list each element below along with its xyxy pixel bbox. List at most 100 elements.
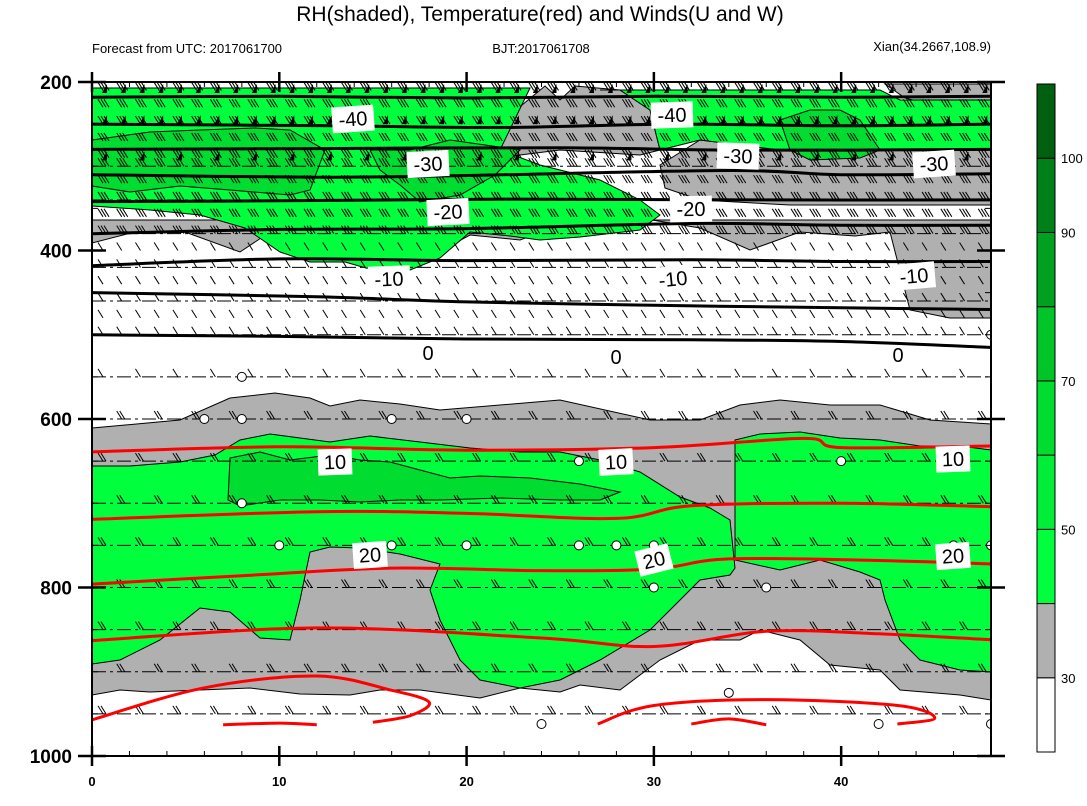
wind-barb-tick [921, 368, 928, 378]
wind-barb-tick [884, 132, 891, 142]
wind-barb-tick [943, 174, 950, 184]
wind-barb-tick [135, 242, 141, 251]
wind-pennant [102, 83, 107, 93]
wind-barb-tick [921, 292, 928, 302]
wind-barb-tick [828, 99, 834, 108]
wind-barb-tick [734, 326, 741, 336]
wind-barb-tick [665, 208, 672, 218]
wind-barb-tick [97, 537, 104, 546]
y-tick-label: 600 [40, 410, 72, 431]
wind-barb-tick [771, 174, 778, 184]
wind-barb-tick [902, 494, 909, 504]
wind-barb-tick [890, 99, 897, 108]
wind-barb-tick [606, 132, 613, 142]
wind-barb-tick [1003, 116, 1008, 124]
wind-barb-tick [191, 157, 198, 167]
wind-pennant [888, 83, 894, 93]
wind-barb-tick [737, 99, 744, 108]
wind-barb-tick [153, 149, 160, 159]
wind-barb-tick [138, 452, 144, 462]
wind-barb-tick [828, 132, 834, 142]
wind-barb-tick [777, 174, 784, 184]
wind-barb-tick [547, 452, 553, 462]
wind-barb-tick [550, 705, 556, 715]
wind-barb-tick [122, 208, 129, 218]
wind-barb-tick [565, 115, 572, 125]
wind-pennant [551, 115, 557, 125]
wind-barb-tick [665, 132, 672, 142]
wind-barb-tick [175, 705, 182, 715]
wind-barb-tick [1000, 226, 1005, 234]
wind-barb-tick [341, 132, 347, 142]
wind-barb-tick [344, 132, 350, 142]
wind-barb-tick [547, 99, 553, 108]
wind-barb-tick [828, 579, 834, 588]
wind-barb-tick [453, 309, 460, 319]
wind-barb-tick [135, 149, 141, 159]
wind-barb-tick [515, 132, 522, 142]
wind-barb-tick [212, 208, 219, 218]
wind-barb-tick [940, 132, 947, 142]
wind-pennant [701, 83, 707, 93]
contour-label-text: -20 [433, 201, 463, 224]
wind-barb-tick [771, 621, 778, 630]
wind-barb-tick [940, 326, 947, 336]
wind-barb-tick [172, 621, 179, 630]
wind-barb-tick [175, 157, 182, 167]
wind-barb-tick [303, 410, 310, 420]
wind-barb-tick [303, 275, 310, 285]
wind-barb-tick [284, 368, 291, 378]
wind-barb-tick [266, 579, 272, 588]
wind-barb-tick [534, 174, 541, 184]
wind-pennant [926, 83, 932, 93]
wind-barb-tick [643, 157, 650, 167]
wind-barb-tick [696, 82, 703, 91]
wind-barb-tick [472, 275, 479, 285]
wind-barb-tick [849, 132, 856, 142]
wind-barb-tick [341, 326, 347, 336]
wind-barb-tick [865, 132, 872, 142]
wind-barb-tick [865, 115, 872, 125]
wind-barb-tick [965, 132, 971, 142]
colorbar-box [1036, 603, 1056, 679]
wind-barb-tick [568, 410, 575, 420]
wind-barb-tick [997, 226, 1002, 234]
wind-barb-tick [696, 368, 703, 378]
wind-barb-tick [621, 275, 628, 285]
wind-barb-tick [191, 132, 198, 142]
wind-barb-tick [550, 208, 556, 218]
wind-barb-tick [547, 132, 553, 142]
wind-barb-tick [228, 191, 235, 201]
wind-barb-tick [771, 157, 778, 167]
wind-barb-tick [603, 208, 610, 218]
wind-barb-tick [472, 132, 479, 142]
wind-barb-tick [528, 663, 535, 673]
wind-barb-tick [250, 537, 257, 546]
wind-barb-tick [831, 174, 837, 184]
wind-barb-tick [384, 132, 391, 142]
wind-barb-tick [437, 621, 444, 630]
wind-barb-tick [231, 208, 238, 218]
wind-barb-tick [138, 191, 144, 201]
wind-barb-tick [584, 292, 591, 302]
calm-circle [761, 582, 772, 593]
wind-barb-tick [568, 494, 575, 504]
wind-barb-tick [868, 663, 875, 673]
wind-barb-tick [247, 157, 254, 167]
wind-barb-tick [191, 326, 198, 336]
wind-barb-tick [547, 621, 553, 630]
wind-barb-tick [362, 157, 369, 167]
wind-barb-tick [306, 191, 313, 201]
wind-barb-tick [887, 621, 894, 630]
wind-barb-tick [415, 115, 422, 125]
wind-barb-tick [684, 225, 691, 234]
contour-label-text: -10 [374, 269, 404, 292]
wind-barb-tick [135, 191, 141, 201]
wind-barb-tick [415, 494, 422, 504]
wind-barb-tick [1003, 175, 1008, 183]
wind-barb-tick [702, 174, 709, 184]
wind-barb-tick [696, 99, 703, 108]
wind-barb-tick [547, 368, 553, 378]
wind-barb-tick [584, 275, 591, 285]
wind-barb-tick [341, 410, 347, 420]
